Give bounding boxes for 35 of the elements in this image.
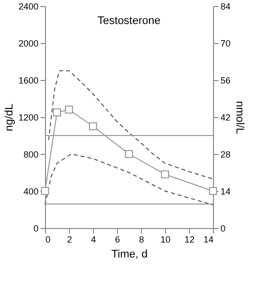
x-tick-label: 14: [203, 234, 214, 244]
y-tick-label: 1200: [18, 112, 38, 122]
line-series: [44, 154, 214, 206]
y2-tick-label: 42: [220, 112, 231, 122]
x-tick-label: 2: [66, 234, 72, 244]
y-axis-title: ng/dL: [3, 104, 16, 132]
x-axis-title: Time, d: [111, 248, 148, 260]
x-tick-label: 6: [114, 234, 120, 244]
y-tick-label: 2400: [18, 2, 38, 12]
x-tick-label: 4: [90, 234, 96, 244]
y-tick-label: 800: [23, 150, 38, 160]
point: [40, 186, 50, 196]
x-tick-label: 10: [160, 234, 171, 244]
y-tick-label: 400: [23, 186, 38, 196]
y2-tick-label: 14: [220, 186, 231, 196]
y2-tick-label: 70: [220, 38, 231, 48]
y2-tick-label: 84: [220, 2, 231, 12]
y-tick-label: 1600: [18, 76, 38, 86]
y2-axis-title: nmol/L: [234, 100, 246, 134]
y-tick-label: 0: [33, 224, 38, 234]
y-tick-label: 2000: [18, 38, 38, 48]
point: [64, 106, 74, 114]
x-tick-label: 12: [184, 234, 195, 244]
point: [208, 186, 218, 196]
text: Testosterone: [98, 15, 160, 27]
x-tick-label: 8: [138, 234, 144, 244]
point: [88, 122, 98, 130]
x-tick-label: 0: [46, 234, 51, 244]
line-series: [48, 70, 214, 180]
y2-tick-label: 56: [220, 76, 231, 86]
point: [52, 108, 62, 116]
point: [124, 150, 134, 158]
y2-tick-label: 28: [220, 150, 231, 160]
y2-tick-label: 0: [220, 224, 226, 234]
point: [160, 170, 170, 178]
